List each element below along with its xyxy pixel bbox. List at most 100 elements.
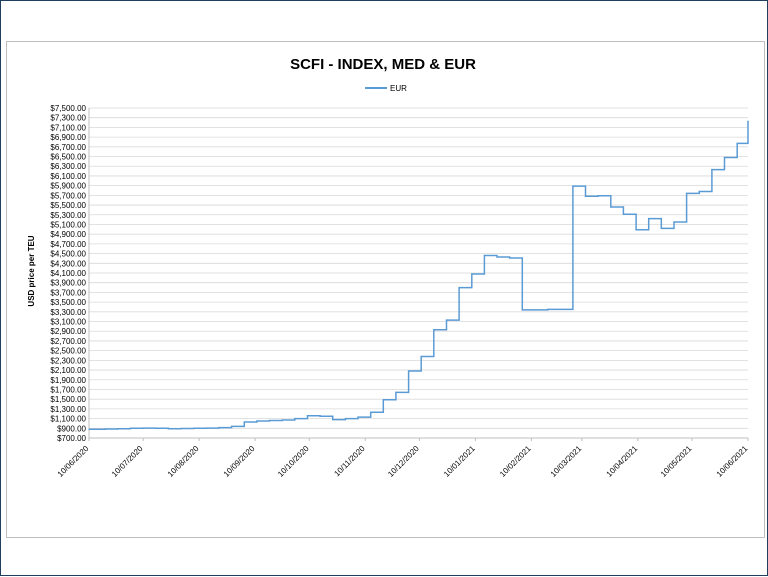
y-tick-label: $4,100.00 bbox=[50, 269, 86, 278]
y-tick-label: $5,100.00 bbox=[50, 220, 86, 229]
y-tick-label: $4,300.00 bbox=[50, 259, 86, 268]
x-tick-label: 10/12/2020 bbox=[386, 444, 421, 479]
data-point bbox=[445, 319, 448, 321]
data-point bbox=[180, 427, 182, 430]
y-tick-label: $6,900.00 bbox=[50, 133, 86, 142]
y-tick-label: $1,900.00 bbox=[50, 376, 86, 385]
data-point bbox=[635, 229, 637, 231]
y-tick-label: $1,500.00 bbox=[50, 395, 86, 404]
data-point bbox=[167, 428, 170, 430]
y-tick-label: $1,100.00 bbox=[50, 415, 86, 424]
data-point bbox=[534, 309, 536, 311]
y-tick-label: $6,300.00 bbox=[50, 162, 86, 171]
data-point bbox=[104, 428, 106, 430]
data-point bbox=[231, 425, 233, 427]
data-point bbox=[142, 427, 144, 429]
y-tick-label: $3,700.00 bbox=[50, 288, 86, 297]
y-axis-label: USD price per TEU bbox=[27, 235, 36, 306]
y-tick-label: $7,100.00 bbox=[50, 123, 86, 132]
data-point bbox=[509, 257, 511, 259]
data-point bbox=[294, 417, 296, 420]
y-tick-label: $7,300.00 bbox=[50, 114, 86, 123]
x-tick-label: 10/07/2020 bbox=[110, 444, 145, 479]
data-point bbox=[281, 419, 283, 421]
x-tick-label: 10/03/2021 bbox=[549, 444, 584, 479]
data-point bbox=[395, 391, 397, 393]
x-tick-label: 10/09/2020 bbox=[222, 444, 257, 479]
data-point bbox=[382, 399, 384, 401]
data-point bbox=[319, 415, 321, 417]
y-tick-label: $1,700.00 bbox=[50, 385, 86, 394]
data-point bbox=[698, 190, 700, 193]
y-tick-label: $2,500.00 bbox=[50, 347, 86, 356]
y-tick-label: $7,500.00 bbox=[50, 104, 86, 113]
data-point bbox=[344, 417, 346, 420]
y-tick-label: $900.00 bbox=[57, 424, 86, 433]
data-point bbox=[256, 420, 258, 422]
data-point bbox=[193, 427, 195, 429]
data-point bbox=[205, 427, 207, 429]
y-tick-label: $3,100.00 bbox=[50, 318, 86, 327]
data-point bbox=[584, 195, 587, 197]
x-tick-label: 10/06/2021 bbox=[715, 444, 750, 479]
x-tick-label: 10/01/2021 bbox=[442, 444, 477, 479]
data-point bbox=[648, 218, 650, 220]
y-tick-label: $3,300.00 bbox=[50, 308, 86, 317]
y-tick-label: $4,700.00 bbox=[50, 240, 86, 249]
data-point bbox=[747, 120, 749, 122]
y-tick-label: $5,300.00 bbox=[50, 211, 86, 220]
x-tick-label: 10/05/2021 bbox=[659, 444, 694, 479]
y-tick-label: $1,300.00 bbox=[50, 405, 86, 414]
y-tick-label: $5,700.00 bbox=[50, 191, 86, 200]
y-tick-label: $5,500.00 bbox=[50, 201, 86, 210]
chart-title: SCFI - INDEX, MED & EUR bbox=[290, 56, 476, 73]
data-point bbox=[559, 308, 561, 310]
y-tick-labels: $700.00$900.00$1,100.00$1,300.00$1,500.0… bbox=[50, 104, 86, 443]
y-tick-label: $2,900.00 bbox=[50, 327, 86, 336]
x-tick-label: 10/11/2020 bbox=[332, 444, 367, 479]
y-tick-label: $2,300.00 bbox=[50, 356, 86, 365]
data-point bbox=[129, 427, 132, 429]
y-tick-label: $2,700.00 bbox=[50, 337, 86, 346]
data-point bbox=[332, 418, 334, 421]
data-point bbox=[723, 156, 726, 159]
data-point bbox=[471, 273, 473, 275]
y-tick-label: $4,900.00 bbox=[50, 230, 86, 239]
series-layer bbox=[88, 120, 749, 431]
y-tick-label: $3,500.00 bbox=[50, 298, 86, 307]
data-point bbox=[155, 427, 157, 429]
data-point bbox=[357, 416, 359, 418]
data-point bbox=[597, 195, 599, 197]
data-point bbox=[243, 421, 245, 423]
data-point bbox=[117, 428, 119, 430]
x-tick-label: 10/04/2021 bbox=[605, 444, 640, 479]
legend-label: EUR bbox=[390, 84, 407, 93]
data-point bbox=[622, 213, 625, 215]
y-tick-label: $4,500.00 bbox=[50, 250, 86, 259]
data-point bbox=[660, 227, 662, 229]
x-tick-labels: 10/06/2020 10/07/2020 10/08/2020 10/09/2020… bbox=[56, 444, 750, 479]
data-point bbox=[433, 329, 435, 331]
y-tick-label: $5,900.00 bbox=[50, 182, 86, 191]
data-point bbox=[370, 411, 372, 413]
data-point bbox=[736, 142, 738, 145]
data-point bbox=[88, 428, 90, 430]
y-tick-label: $3,900.00 bbox=[50, 279, 86, 288]
data-point bbox=[711, 169, 713, 171]
x-tick-label: 10/06/2020 bbox=[56, 444, 91, 479]
y-tick-label: $6,700.00 bbox=[50, 143, 86, 152]
y-tick-label: $6,100.00 bbox=[50, 172, 86, 181]
data-point bbox=[268, 419, 271, 422]
data-point bbox=[483, 254, 485, 257]
data-point bbox=[218, 426, 220, 429]
x-tick-label: 10/02/2021 bbox=[498, 444, 533, 479]
data-point bbox=[546, 308, 549, 310]
y-tick-label: $6,500.00 bbox=[50, 153, 86, 162]
data-point bbox=[610, 206, 612, 208]
y-tick-label: $2,100.00 bbox=[50, 366, 86, 375]
data-point bbox=[420, 355, 422, 358]
data-point bbox=[673, 221, 675, 223]
data-point bbox=[496, 256, 498, 258]
